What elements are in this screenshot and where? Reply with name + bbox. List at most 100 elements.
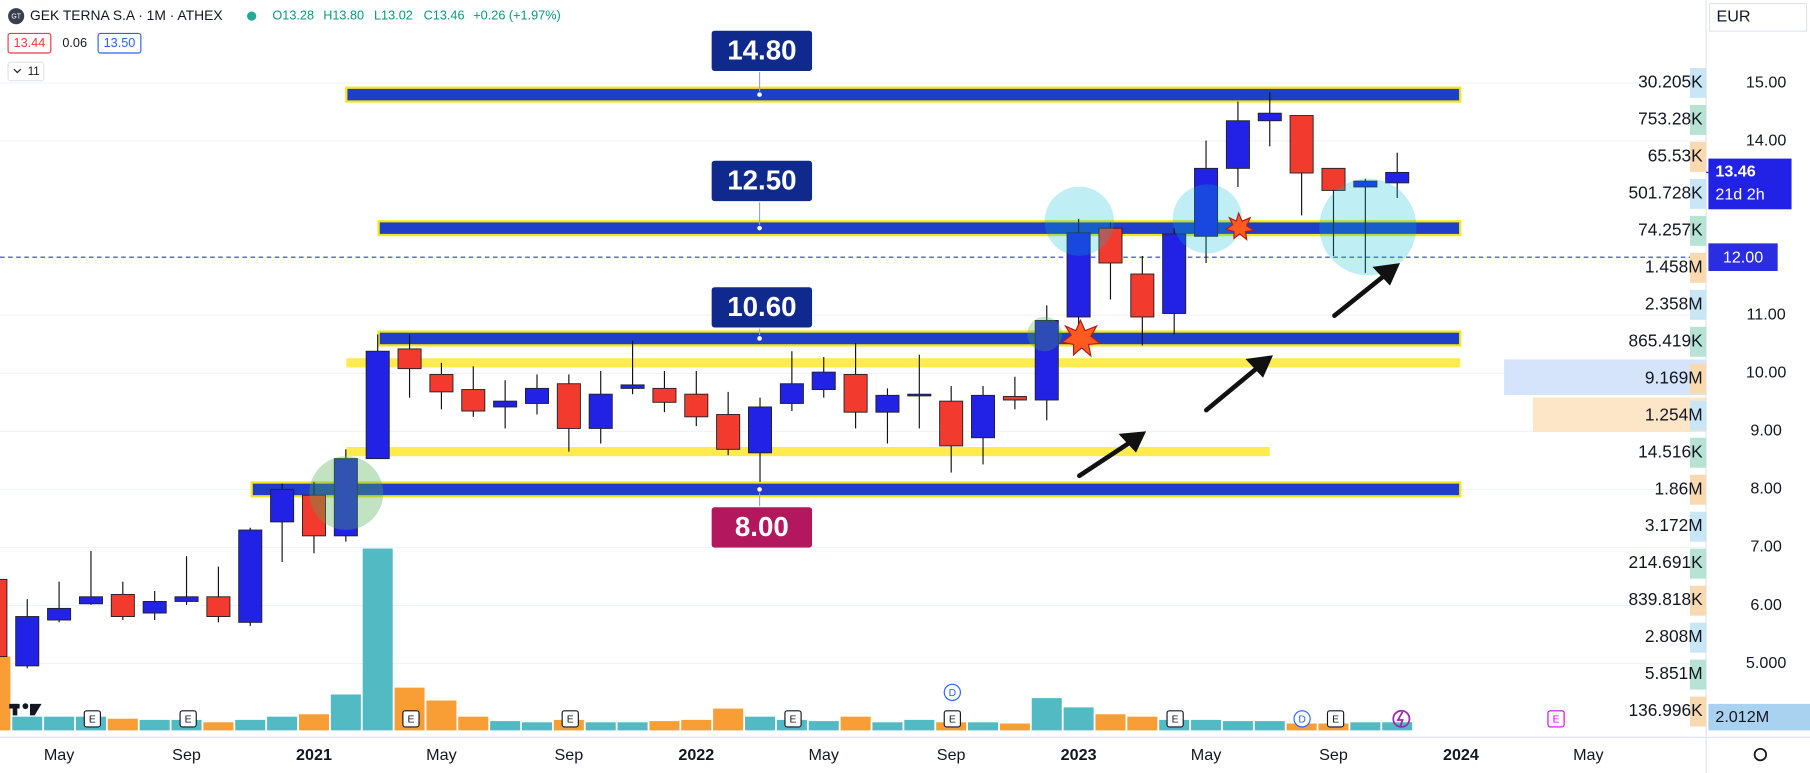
profile-cell bbox=[1689, 326, 1707, 357]
x-tick-label: Sep bbox=[554, 746, 583, 764]
event-label: E bbox=[407, 715, 414, 726]
volume-bar bbox=[968, 722, 999, 731]
ask-box[interactable] bbox=[97, 32, 142, 54]
volume-profile-label: 865.419K bbox=[1629, 330, 1704, 350]
candle-body bbox=[1385, 171, 1410, 184]
candle-body bbox=[0, 578, 8, 658]
candle-body bbox=[1098, 227, 1123, 264]
candle-body bbox=[365, 350, 390, 460]
candle-body bbox=[1194, 167, 1219, 237]
level-label-box bbox=[710, 286, 814, 329]
event-label: D bbox=[1298, 715, 1305, 726]
volume-profile-label: 839.818K bbox=[1629, 589, 1704, 609]
volume-profile-label: 5.851M bbox=[1645, 663, 1703, 683]
volume-profile-label: 3.172M bbox=[1645, 515, 1703, 535]
volume-profile-label: 214.691K bbox=[1629, 552, 1704, 572]
event-label: E bbox=[89, 715, 96, 726]
indicators-toggle[interactable] bbox=[7, 61, 45, 82]
support-line bbox=[346, 358, 1461, 368]
candle-body bbox=[15, 616, 40, 667]
volume-profile-label: 1.86M bbox=[1655, 478, 1703, 498]
hline-label-box bbox=[1708, 243, 1778, 272]
y-tick-label: 6.00 bbox=[1750, 596, 1781, 614]
volume-bar bbox=[617, 722, 648, 731]
candle-body bbox=[716, 414, 741, 450]
volume-bar bbox=[330, 694, 361, 731]
event-badge[interactable] bbox=[1293, 710, 1311, 728]
event-badge[interactable] bbox=[943, 683, 961, 701]
logo-text: GT bbox=[11, 14, 21, 21]
x-tick-label: May bbox=[1573, 746, 1604, 764]
candle-body bbox=[1002, 396, 1027, 401]
market-status[interactable] bbox=[247, 11, 257, 21]
volume-profile-label: 501.728K bbox=[1629, 182, 1704, 202]
profile-cell bbox=[1689, 67, 1707, 98]
arrow bbox=[1332, 270, 1390, 318]
volume-bar bbox=[713, 708, 744, 731]
profile-cell bbox=[1689, 696, 1707, 727]
profile-cell bbox=[1689, 178, 1707, 209]
event-label: E bbox=[567, 715, 574, 726]
candle-body bbox=[1257, 112, 1282, 122]
events-layer: E E E E E E E E D D E bbox=[83, 683, 1565, 728]
countdown: 21d 2h bbox=[1715, 186, 1764, 204]
level-anchor bbox=[756, 485, 764, 493]
bid-box[interactable] bbox=[7, 32, 52, 54]
level-anchor bbox=[756, 91, 764, 99]
currency-box[interactable] bbox=[1708, 2, 1808, 32]
x-tick-label: 2024 bbox=[1443, 746, 1479, 764]
event-badge bbox=[1547, 710, 1565, 728]
logo-part bbox=[12, 703, 18, 716]
volume-profile-label: 1.458M bbox=[1645, 256, 1703, 276]
x-tick-label: May bbox=[426, 746, 457, 764]
volume-bar bbox=[1127, 716, 1158, 731]
candle-body bbox=[748, 406, 773, 454]
candle-body bbox=[78, 596, 103, 605]
candle-body bbox=[301, 494, 326, 537]
candle-body bbox=[939, 400, 964, 447]
level-band bbox=[345, 86, 1462, 103]
volume-profile-label: 74.257K bbox=[1638, 219, 1703, 239]
volume-bar bbox=[745, 716, 776, 731]
volume-bar bbox=[203, 722, 234, 731]
bid[interactable]: 13.44 bbox=[14, 36, 46, 50]
indicators-count[interactable]: 11 bbox=[28, 66, 40, 78]
highlight-circle bbox=[1027, 316, 1062, 352]
chevron bbox=[13, 68, 22, 74]
volume-layer bbox=[0, 548, 1413, 731]
profile-cell bbox=[1689, 659, 1707, 690]
y-tick-label: 9.00 bbox=[1750, 422, 1781, 440]
ohlc-high: H13.80 bbox=[323, 8, 364, 22]
volume-profile-label: 2.358M bbox=[1645, 293, 1703, 313]
ohlc-change: +0.26 (+1.97%) bbox=[473, 8, 560, 22]
candle-body bbox=[843, 373, 868, 413]
y-tick-label: 5.000 bbox=[1746, 654, 1786, 672]
candle-body bbox=[270, 488, 295, 523]
y-tick-label: 10.00 bbox=[1746, 364, 1786, 382]
event-badge bbox=[179, 710, 197, 728]
split-icon bbox=[1392, 710, 1411, 728]
volume-bar bbox=[1222, 721, 1253, 731]
last-price-box bbox=[1708, 158, 1792, 210]
volume-bar bbox=[1350, 722, 1381, 731]
symbol-title[interactable]: GEK TERNA S.A · 1M · ATHEX bbox=[30, 7, 223, 23]
spread: 0.06 bbox=[62, 36, 87, 50]
candle-body bbox=[238, 529, 263, 623]
candle-body bbox=[875, 394, 900, 413]
settings-icon[interactable] bbox=[1753, 747, 1768, 762]
event-label: E bbox=[185, 715, 192, 726]
level-band bbox=[250, 481, 1462, 498]
candle-body bbox=[556, 383, 581, 429]
volume-bar bbox=[235, 719, 266, 731]
volume-profile-label: 753.28K bbox=[1638, 108, 1703, 128]
ask[interactable]: 13.50 bbox=[104, 36, 136, 50]
y-tick-label: 15.00 bbox=[1746, 73, 1786, 91]
volume-profile-label: 30.205K bbox=[1638, 72, 1703, 92]
last-price: 13.46 bbox=[1715, 163, 1755, 181]
currency[interactable]: EUR bbox=[1716, 8, 1750, 26]
profile-cell bbox=[1689, 437, 1707, 468]
profile-cell bbox=[1689, 289, 1707, 320]
burst-icon bbox=[1060, 318, 1102, 358]
